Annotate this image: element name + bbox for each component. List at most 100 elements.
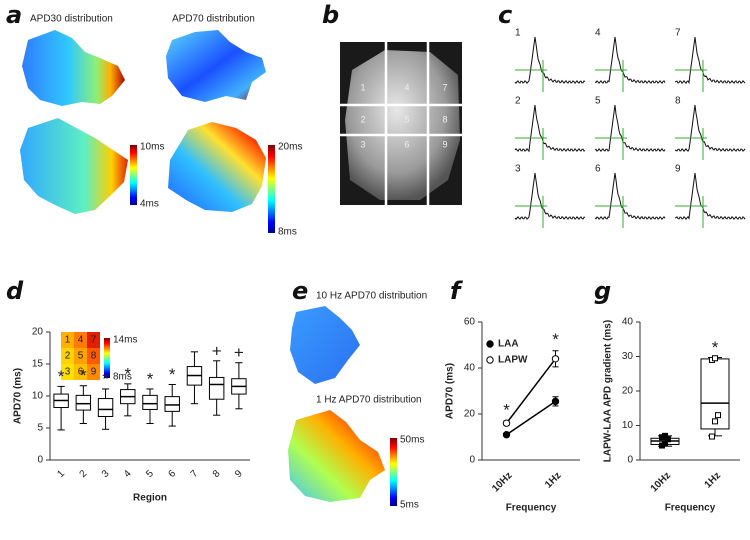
annotation: * xyxy=(124,364,131,383)
y-tick-label: 30 xyxy=(622,351,634,362)
legend-label: LAA xyxy=(498,339,519,350)
region-label: 1 xyxy=(360,82,365,92)
y-axis-label: APD70 (ms) xyxy=(13,368,24,424)
trace xyxy=(594,36,666,85)
x-tick-label: 9 xyxy=(233,468,245,480)
inset-cell xyxy=(74,364,87,380)
annotation: + xyxy=(234,343,244,362)
data-point xyxy=(712,418,718,425)
y-tick-label: 40 xyxy=(622,317,634,328)
colorbar-label: 4ms xyxy=(140,199,159,210)
panel-label: c xyxy=(498,1,512,29)
y-tick-label: 0 xyxy=(627,455,633,466)
y-tick-label: 40 xyxy=(464,363,476,374)
inset-label: 2 xyxy=(65,351,71,362)
y-tick-label: 10 xyxy=(622,420,634,431)
inset-label: 4 xyxy=(78,335,84,346)
y-tick-label: 20 xyxy=(622,386,634,397)
trace-label: 5 xyxy=(595,96,601,107)
y-axis-label: LAPW-LAA APD gradient (ms) xyxy=(603,320,614,462)
trace xyxy=(514,104,586,153)
y-axis-label: APD70 (ms) xyxy=(445,363,456,419)
trace-label: 6 xyxy=(595,164,601,175)
x-tick-label: 1Hz xyxy=(703,470,723,490)
x-tick-label: 4 xyxy=(122,468,134,480)
map-title: APD70 distribution xyxy=(172,14,255,25)
annotation: * xyxy=(58,367,65,386)
trace-label: 3 xyxy=(515,164,521,175)
region-label: 5 xyxy=(404,114,409,124)
annotation: * xyxy=(147,369,154,388)
x-axis-label: Frequency xyxy=(506,503,557,514)
x-tick-label: 3 xyxy=(100,468,112,480)
map xyxy=(166,30,266,102)
region-label: 8 xyxy=(442,114,447,124)
colorbar xyxy=(130,145,137,205)
x-axis-label: Region xyxy=(133,493,167,504)
map-title: 10 Hz APD70 distribution xyxy=(316,291,427,302)
y-tick-label: 20 xyxy=(32,327,44,338)
annotation: * xyxy=(552,330,559,349)
panel-label: b xyxy=(322,1,339,29)
legend-marker xyxy=(486,340,494,348)
region-label: 2 xyxy=(360,114,365,124)
region-grid xyxy=(340,42,462,205)
colorbar-label: 5ms xyxy=(400,500,419,511)
annotation: * xyxy=(712,338,719,357)
trace xyxy=(594,172,666,221)
region-label: 6 xyxy=(404,139,409,149)
trace-label: 4 xyxy=(595,28,601,39)
x-tick-label: 1Hz xyxy=(543,470,563,490)
map-title: APD30 distribution xyxy=(30,14,113,25)
colorbar-label: 20ms xyxy=(278,142,302,153)
box xyxy=(164,396,180,412)
x-tick-label: 1 xyxy=(55,468,67,480)
y-tick-label: 15 xyxy=(32,359,44,370)
box xyxy=(97,398,114,417)
map xyxy=(22,30,125,106)
trace xyxy=(674,104,746,153)
x-tick-label: 6 xyxy=(166,468,178,480)
panel-label: f xyxy=(450,277,463,305)
colorbar xyxy=(390,438,397,506)
map xyxy=(288,410,385,502)
colorbar-label: 10ms xyxy=(140,142,164,153)
region-label: 7 xyxy=(442,82,447,92)
trace xyxy=(594,104,666,153)
region-label: 9 xyxy=(442,139,447,149)
y-tick-label: 20 xyxy=(464,409,476,420)
trace-label: 2 xyxy=(515,96,521,107)
legend-label: LAPW xyxy=(498,355,528,366)
inset-cell xyxy=(87,332,100,348)
trace-label: 1 xyxy=(515,28,521,39)
trace xyxy=(674,36,746,85)
y-tick-label: 10 xyxy=(32,391,44,402)
annotation: + xyxy=(212,341,222,360)
annotation: * xyxy=(503,400,510,419)
panel-label: d xyxy=(6,277,24,305)
y-tick-label: 0 xyxy=(469,455,475,466)
panel-label: a xyxy=(6,1,22,29)
annotation: * xyxy=(102,369,109,388)
inset-label: 8 xyxy=(91,351,97,362)
x-tick-label: 7 xyxy=(189,468,201,480)
inset-label: 7 xyxy=(91,335,97,346)
inset-label: 9 xyxy=(91,367,97,378)
legend-marker xyxy=(486,356,494,364)
inset-label: 1 xyxy=(65,335,71,346)
data-point xyxy=(551,397,560,406)
x-tick-label: 5 xyxy=(144,468,156,480)
inset-cell xyxy=(74,348,87,364)
annotation: * xyxy=(169,365,176,384)
series-line xyxy=(506,400,556,436)
inset-cell xyxy=(87,364,100,380)
data-point xyxy=(551,355,560,363)
map xyxy=(168,122,266,212)
region-label: 4 xyxy=(404,82,409,92)
panel-label: e xyxy=(292,277,308,305)
trace xyxy=(514,172,586,221)
trace xyxy=(674,172,746,221)
map xyxy=(20,118,128,214)
y-tick-label: 5 xyxy=(37,423,43,434)
